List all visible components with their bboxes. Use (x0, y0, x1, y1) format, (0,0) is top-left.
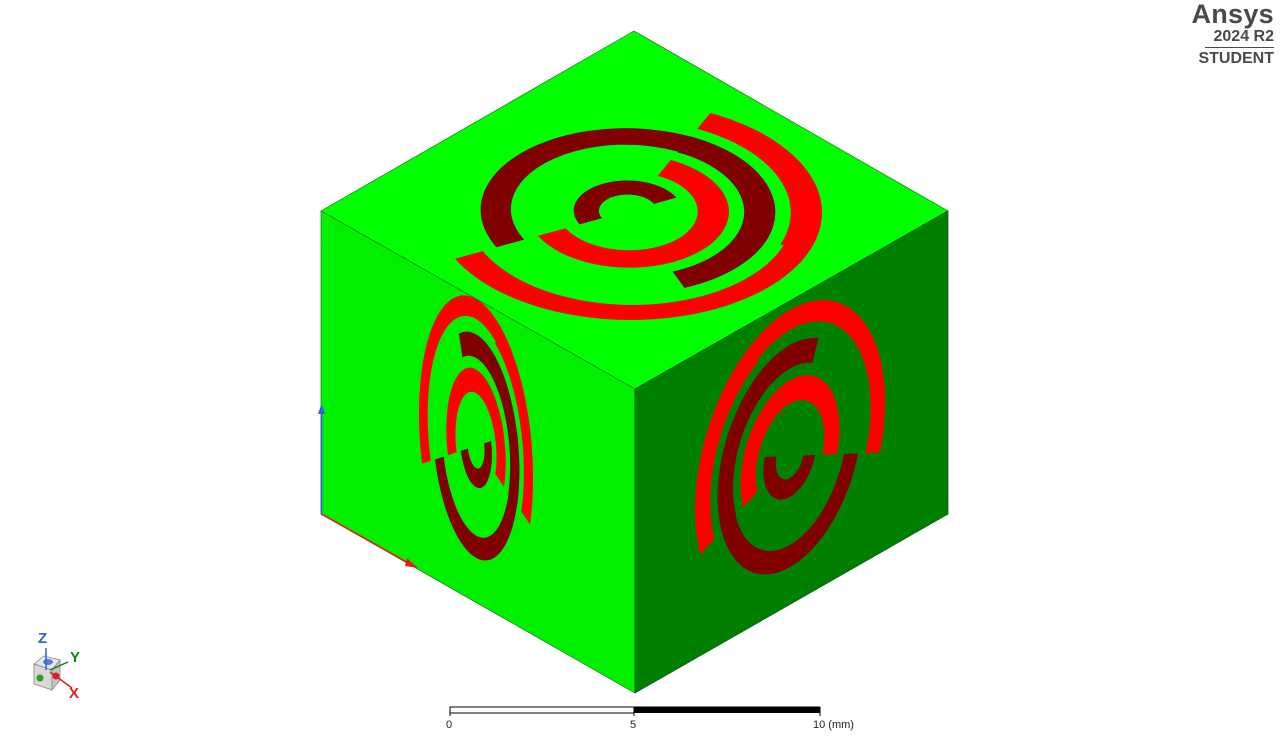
triad-z-label: Z (38, 630, 48, 647)
scale-bar (449, 706, 821, 716)
brand-edition: STUDENT (1198, 50, 1274, 67)
brand-version: 2024 R2 (1205, 29, 1274, 48)
orientation-triad[interactable] (33, 648, 73, 692)
triad-x-label: X (69, 685, 80, 702)
triad-y-label: Y (70, 649, 81, 666)
origin-axes (318, 404, 418, 568)
scale-tick-0: 0 (446, 719, 453, 731)
ansys-watermark: Ansys 2024 R2 STUDENT (1191, 0, 1274, 67)
brand-name: Ansys (1191, 0, 1274, 29)
scale-tick-mid: 5 (630, 719, 637, 731)
scale-tick-max: 10 (mm) (813, 719, 854, 731)
